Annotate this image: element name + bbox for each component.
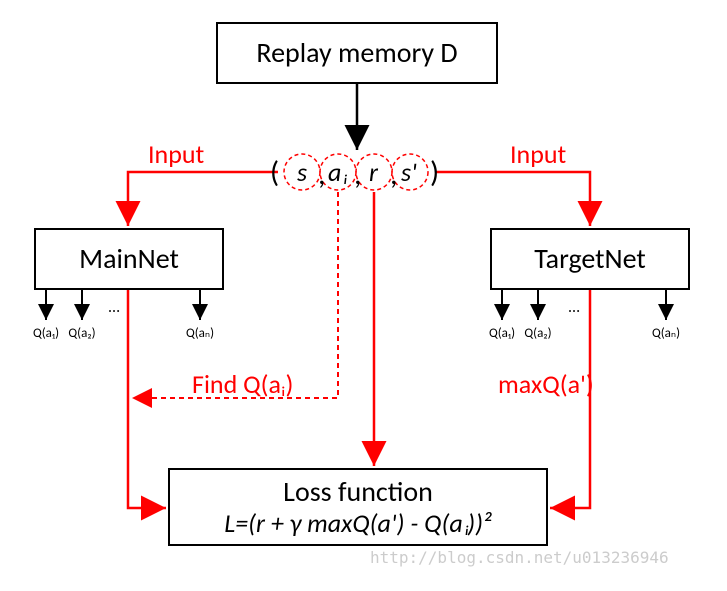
q-label: Q(aₙ): [648, 326, 684, 341]
loss-title: Loss function: [283, 475, 433, 509]
find-q-label: Find Q(aᵢ): [192, 368, 293, 400]
q-label: Q(a₂): [520, 326, 556, 341]
tuple-sprime: s': [401, 156, 417, 188]
q-label: Q(aₙ): [182, 326, 218, 341]
tuple-r: r: [369, 156, 378, 188]
watermark: http://blog.csdn.net/u013236946: [370, 548, 669, 567]
targetnet-box: TargetNet: [490, 228, 690, 290]
loss-box: Loss function L=(r + γ maxQ(a') - Q(aᵢ))…: [168, 468, 548, 546]
q-dots: ...: [568, 298, 580, 317]
input-left-label: Input: [148, 138, 204, 170]
loss-formula: L=(r + γ maxQ(a') - Q(aᵢ))²: [224, 508, 491, 539]
tuple-comma: ,: [354, 156, 362, 193]
input-right-label: Input: [510, 138, 566, 170]
arrow-tuple-mainnet: [128, 172, 278, 226]
tuple-s: s: [297, 156, 307, 188]
max-q-label: maxQ(a'): [498, 368, 594, 400]
diagram-canvas: Replay memory D MainNet TargetNet Loss f…: [0, 0, 727, 591]
tuple-comma: ,: [318, 156, 326, 193]
mainnet-label: MainNet: [79, 242, 179, 276]
q-label: Q(a₁): [484, 326, 520, 341]
mainnet-box: MainNet: [34, 228, 224, 290]
tuple-comma: ,: [390, 156, 398, 193]
q-dots: ...: [108, 298, 120, 317]
q-label: Q(a₁): [28, 326, 64, 341]
targetnet-label: TargetNet: [534, 242, 646, 276]
tuple-ai: aᵢ: [328, 156, 346, 188]
replay-label: Replay memory D: [256, 36, 457, 70]
replay-memory-box: Replay memory D: [216, 22, 498, 84]
tuple-close: ): [430, 154, 439, 191]
tuple-open: (: [270, 154, 279, 191]
arrow-tuple-targetnet: [436, 172, 590, 226]
q-label: Q(a₂): [64, 326, 100, 341]
